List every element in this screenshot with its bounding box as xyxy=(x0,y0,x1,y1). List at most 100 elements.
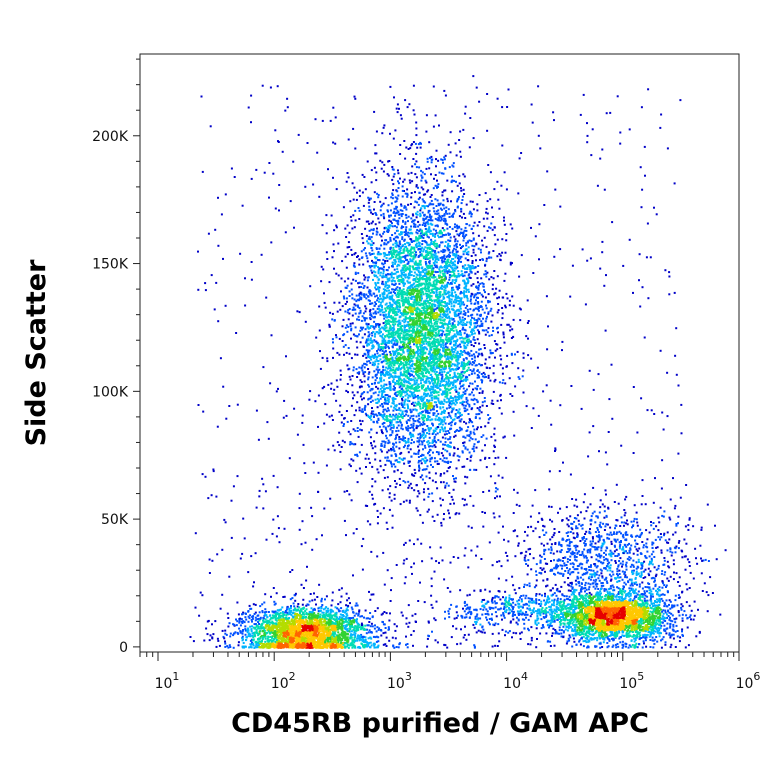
event-dot xyxy=(416,262,419,265)
event-dot xyxy=(491,216,494,218)
event-dot xyxy=(458,394,461,397)
event-dot xyxy=(423,305,426,308)
event-dot xyxy=(390,308,393,311)
event-dot xyxy=(424,179,427,182)
event-dot xyxy=(445,388,448,391)
event-dot xyxy=(352,198,355,201)
event-dot xyxy=(393,493,396,496)
event-dot xyxy=(409,324,412,327)
event-dot xyxy=(419,367,422,370)
event-dot xyxy=(490,256,493,259)
event-dot xyxy=(389,353,392,355)
event-dot xyxy=(501,317,504,320)
event-dot xyxy=(479,387,482,390)
event-dot xyxy=(387,314,390,317)
event-dot xyxy=(418,244,421,247)
event-dot xyxy=(502,331,505,334)
event-dot xyxy=(412,322,415,325)
event-dot xyxy=(323,292,325,295)
event-dot xyxy=(439,429,442,431)
event-dot xyxy=(411,220,414,223)
event-dot xyxy=(433,256,436,259)
event-dot xyxy=(417,366,420,369)
event-dot xyxy=(426,399,429,401)
event-dot xyxy=(371,447,374,450)
event-dot xyxy=(464,404,467,407)
event-dot xyxy=(469,323,472,326)
event-dot xyxy=(444,441,447,444)
event-dot xyxy=(397,219,400,222)
event-dot xyxy=(377,194,380,196)
event-dot xyxy=(429,460,432,463)
event-dot xyxy=(434,212,437,215)
event-dot xyxy=(510,337,513,339)
event-dot xyxy=(438,276,441,279)
event-dot xyxy=(372,252,375,255)
event-dot xyxy=(470,420,472,423)
event-dot xyxy=(458,366,460,369)
event-dot xyxy=(443,301,446,304)
event-dot xyxy=(381,349,384,352)
event-dot xyxy=(501,307,504,309)
event-dot xyxy=(426,266,429,269)
event-dot xyxy=(378,300,380,303)
event-dot xyxy=(435,290,438,293)
event-dot xyxy=(407,405,409,408)
event-dot xyxy=(424,323,427,326)
event-dot xyxy=(430,155,433,158)
event-dot xyxy=(469,298,472,301)
event-dot xyxy=(392,288,395,291)
event-dot xyxy=(453,374,456,377)
event-dot xyxy=(403,400,406,403)
event-dot xyxy=(401,397,403,400)
event-dot xyxy=(435,390,438,393)
event-dot xyxy=(395,320,397,323)
event-dot xyxy=(369,209,372,212)
event-dot xyxy=(372,242,375,245)
event-dot xyxy=(481,449,484,452)
event-dot xyxy=(443,433,446,436)
event-dot xyxy=(378,326,380,329)
event-dot xyxy=(408,338,411,341)
event-dot xyxy=(376,397,379,400)
event-dot xyxy=(341,260,344,263)
event-dot xyxy=(406,323,409,326)
event-dot xyxy=(447,281,449,284)
event-dot xyxy=(460,245,463,248)
event-dot xyxy=(481,239,483,242)
event-dot xyxy=(415,273,418,276)
event-dot xyxy=(392,425,395,428)
event-dot xyxy=(437,394,440,397)
event-dot xyxy=(416,303,419,306)
event-dot xyxy=(434,340,437,343)
event-dot xyxy=(360,296,363,299)
event-dot xyxy=(352,369,355,372)
event-dot xyxy=(438,388,441,391)
event-dot xyxy=(418,271,421,274)
event-dot xyxy=(486,200,489,203)
event-dot xyxy=(453,379,456,382)
event-dot xyxy=(341,305,344,308)
event-dot xyxy=(480,293,483,296)
event-dot xyxy=(391,222,393,225)
event-dot xyxy=(499,258,502,261)
event-dot xyxy=(421,328,424,331)
event-dot xyxy=(502,436,505,439)
event-dot xyxy=(448,278,451,281)
event-dot xyxy=(403,291,406,293)
event-dot xyxy=(400,363,403,366)
event-dot xyxy=(413,253,416,256)
event-dot xyxy=(446,340,449,343)
event-dot xyxy=(420,186,423,189)
event-dot xyxy=(449,233,451,236)
event-dot xyxy=(464,351,467,354)
event-dot xyxy=(433,437,436,440)
event-dot xyxy=(394,289,397,291)
event-dot xyxy=(492,450,495,453)
event-dot xyxy=(403,311,405,314)
event-dot xyxy=(415,303,418,306)
event-dot xyxy=(417,412,420,415)
event-dot xyxy=(428,276,431,279)
event-dot xyxy=(392,448,395,451)
event-dot xyxy=(346,224,349,227)
